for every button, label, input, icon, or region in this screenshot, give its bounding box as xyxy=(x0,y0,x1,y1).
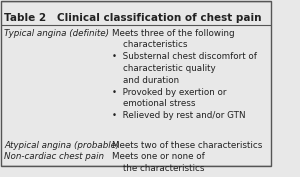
FancyBboxPatch shape xyxy=(2,1,271,166)
Text: Meets one or none of
    the characteristics: Meets one or none of the characteristics xyxy=(112,152,205,173)
Text: Typical angina (definite): Typical angina (definite) xyxy=(4,29,109,38)
Text: Table 2   Clinical classification of chest pain: Table 2 Clinical classification of chest… xyxy=(4,13,262,23)
Text: Non-cardiac chest pain: Non-cardiac chest pain xyxy=(4,152,104,161)
Text: Meets three of the following
    characteristics
•  Substernal chest discomfort : Meets three of the following characteris… xyxy=(112,29,257,120)
Text: Atypical angina (probable): Atypical angina (probable) xyxy=(4,141,119,150)
Text: Meets two of these characteristics: Meets two of these characteristics xyxy=(112,141,262,150)
